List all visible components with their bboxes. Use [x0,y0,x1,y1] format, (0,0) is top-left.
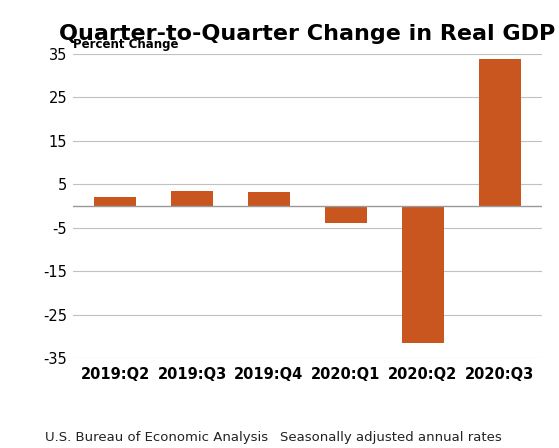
Bar [325,206,367,224]
Text: Percent Change: Percent Change [73,38,178,51]
Bar [171,191,213,206]
Text: Seasonally adjusted annual rates: Seasonally adjusted annual rates [280,431,501,444]
Text: U.S. Bureau of Economic Analysis: U.S. Bureau of Economic Analysis [45,431,268,444]
Bar [94,198,136,206]
Bar [479,59,521,206]
Bar [402,206,444,343]
Bar [248,192,290,206]
Title: Quarter-to-Quarter Change in Real GDP: Quarter-to-Quarter Change in Real GDP [59,24,556,44]
